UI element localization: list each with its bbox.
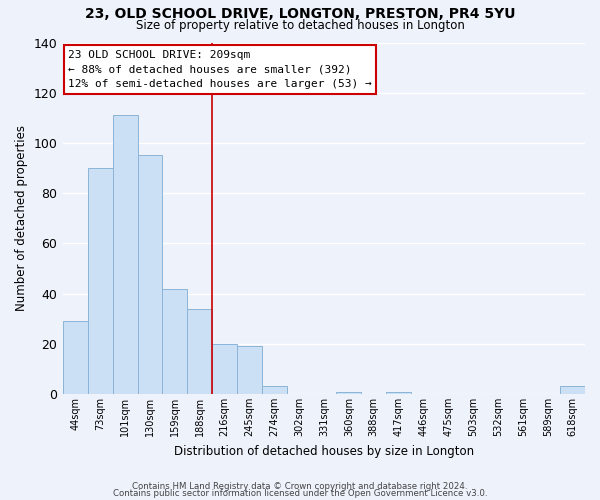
Text: Size of property relative to detached houses in Longton: Size of property relative to detached ho… — [136, 19, 464, 32]
Text: 23, OLD SCHOOL DRIVE, LONGTON, PRESTON, PR4 5YU: 23, OLD SCHOOL DRIVE, LONGTON, PRESTON, … — [85, 8, 515, 22]
Bar — [212, 344, 237, 394]
Text: Contains public sector information licensed under the Open Government Licence v3: Contains public sector information licen… — [113, 489, 487, 498]
Text: 23 OLD SCHOOL DRIVE: 209sqm
← 88% of detached houses are smaller (392)
12% of se: 23 OLD SCHOOL DRIVE: 209sqm ← 88% of det… — [68, 50, 372, 89]
Bar — [63, 321, 88, 394]
Bar — [88, 168, 113, 394]
Bar — [163, 288, 187, 394]
Bar — [187, 308, 212, 394]
Bar — [386, 392, 411, 394]
Bar — [113, 116, 137, 394]
Bar — [137, 156, 163, 394]
X-axis label: Distribution of detached houses by size in Longton: Distribution of detached houses by size … — [174, 444, 474, 458]
Text: Contains HM Land Registry data © Crown copyright and database right 2024.: Contains HM Land Registry data © Crown c… — [132, 482, 468, 491]
Bar — [337, 392, 361, 394]
Bar — [262, 386, 287, 394]
Y-axis label: Number of detached properties: Number of detached properties — [15, 126, 28, 312]
Bar — [237, 346, 262, 394]
Bar — [560, 386, 585, 394]
